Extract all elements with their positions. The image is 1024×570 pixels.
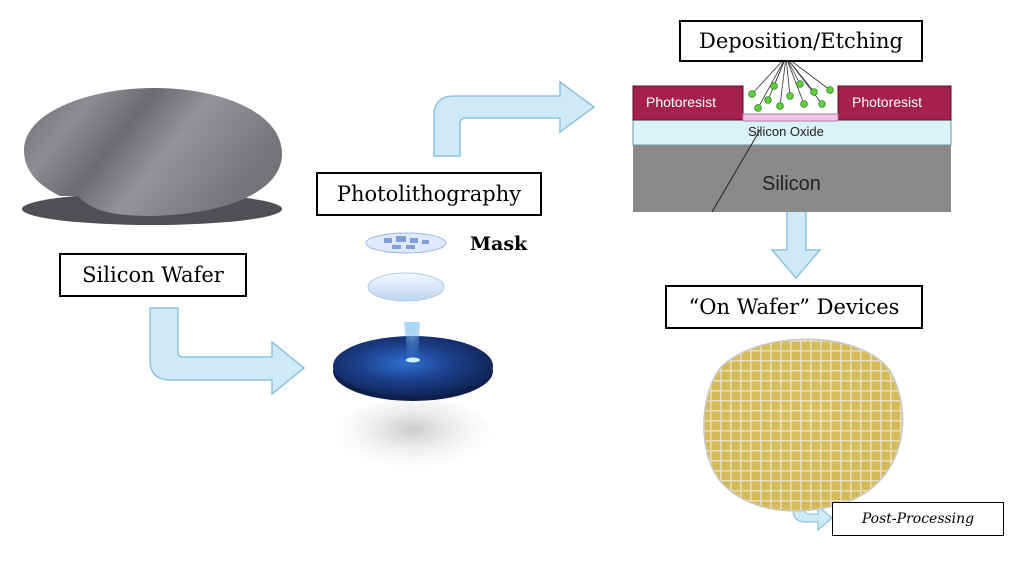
silicon-label: Silicon: [762, 173, 821, 195]
silicon-wafer-label-text: Silicon Wafer: [82, 263, 224, 287]
deposition-etching-label: Deposition/Etching: [679, 20, 923, 62]
photolithography-label: Photolithography: [316, 172, 542, 216]
mask-label: Mask: [470, 233, 528, 255]
post-processing-label-text: Post-Processing: [861, 511, 975, 527]
on-wafer-devices-label-text: “On Wafer” Devices: [688, 295, 900, 319]
post-processing-label: Post-Processing: [832, 502, 1004, 536]
photoresist-left-label: Photoresist: [646, 94, 717, 110]
on-wafer-devices-label: “On Wafer” Devices: [665, 285, 923, 329]
deposition-etching-label-text: Deposition/Etching: [699, 29, 903, 53]
silicon-wafer-label: Silicon Wafer: [59, 253, 247, 297]
blue-wafer: [333, 336, 493, 396]
lens-disc: [367, 272, 445, 302]
mask-plate: [365, 232, 447, 254]
silicon-oxide-label: Silicon Oxide: [748, 124, 824, 139]
photolithography-label-text: Photolithography: [336, 182, 522, 206]
photoresist-right-label: Photoresist: [852, 94, 923, 110]
